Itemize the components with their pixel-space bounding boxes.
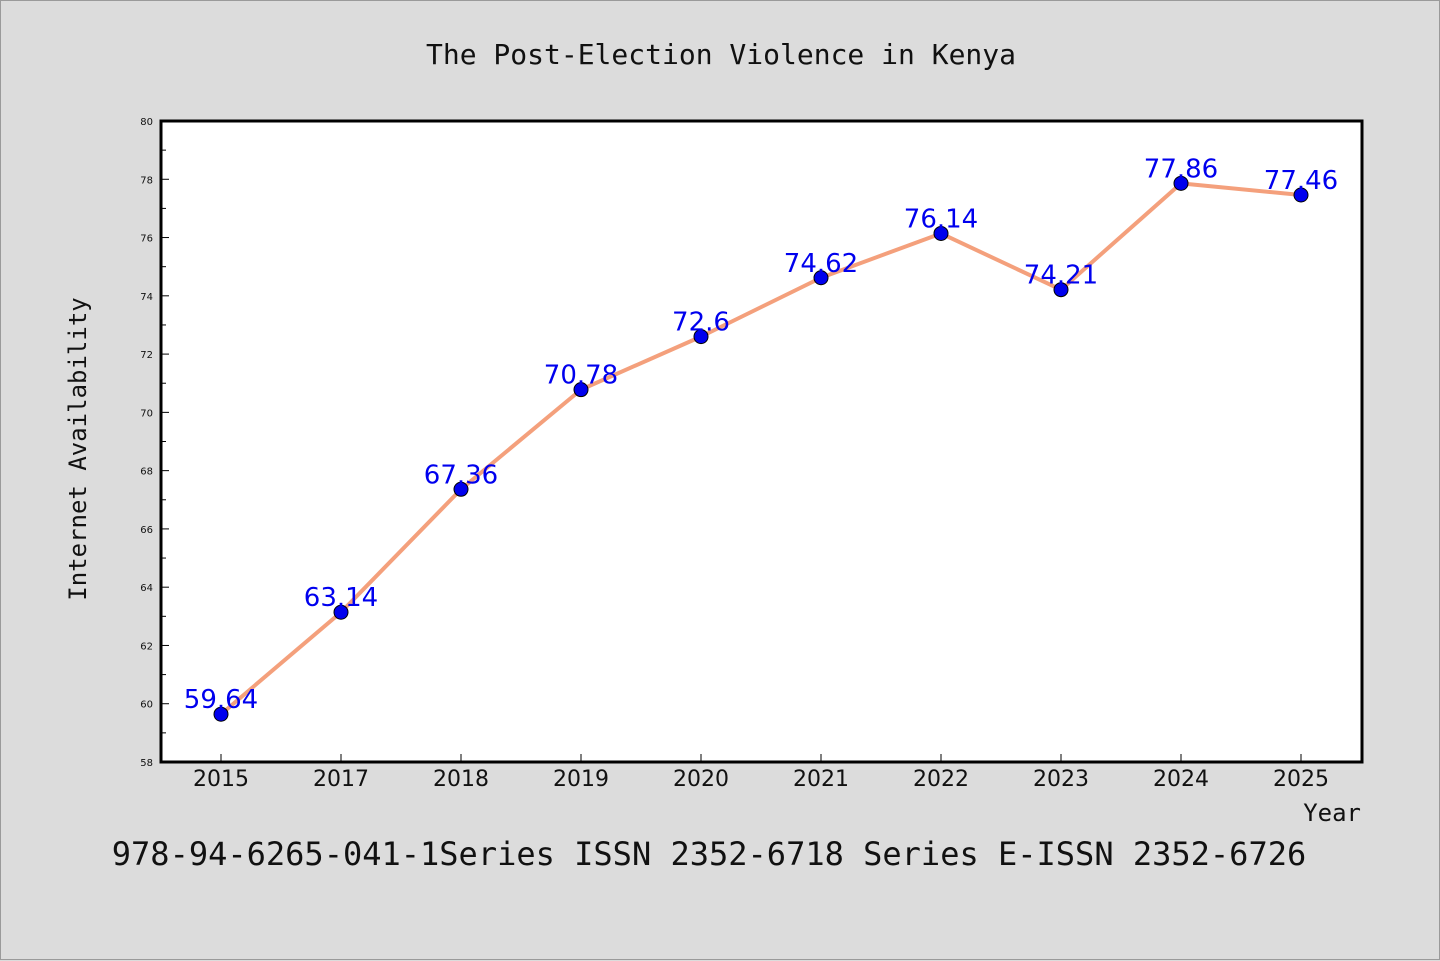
plot-frame	[159, 119, 1364, 764]
chart-title: The Post-Election Violence in Kenya	[426, 38, 1016, 71]
y-tick-label: 74	[140, 292, 153, 303]
data-point	[213, 706, 229, 722]
y-tick-label: 72	[140, 350, 153, 361]
y-tick-label: 76	[140, 234, 153, 245]
data-label: 59.64	[184, 685, 258, 715]
data-label: 63.14	[304, 583, 378, 613]
data-label: 77.86	[1144, 154, 1218, 184]
x-tick-label: 2021	[793, 767, 849, 792]
x-tick-label: 2019	[553, 767, 609, 792]
data-label: 67.36	[424, 460, 498, 490]
y-tick-label: 80	[140, 117, 153, 128]
y-tick-label: 60	[140, 700, 153, 711]
plot-background	[161, 121, 1362, 762]
data-label: 70.78	[544, 361, 618, 391]
data-point	[1053, 282, 1069, 298]
data-label: 74.21	[1024, 261, 1098, 291]
data-point	[333, 604, 349, 620]
x-tick-label: 2024	[1153, 767, 1209, 792]
data-label: 74.62	[784, 249, 858, 279]
y-tick-label: 68	[140, 467, 153, 478]
footer-isbn-text: 978-94-6265-041-1Series ISSN 2352-6718 S…	[112, 835, 1306, 873]
data-point	[693, 329, 709, 345]
x-tick-label: 2025	[1273, 767, 1329, 792]
x-axis-title: Year	[1303, 799, 1361, 827]
y-tick-label: 58	[140, 758, 153, 769]
plot-area: 58 60 62 64 66 68 70 72 74 76 78 80 2015 2017 2018 2019…	[140, 117, 1364, 792]
y-tick-label: 62	[140, 641, 153, 652]
data-label: 76.14	[904, 204, 978, 234]
x-tick-label: 2020	[673, 767, 729, 792]
y-tick-label: 78	[140, 175, 153, 186]
data-point	[573, 382, 589, 398]
series-line	[219, 181, 1303, 717]
x-tick-label: 2022	[913, 767, 969, 792]
data-point	[1173, 175, 1189, 191]
data-point	[453, 481, 469, 497]
y-tick-label: 66	[140, 525, 153, 536]
x-tick-label: 2017	[313, 767, 369, 792]
y-axis-title: Internet Availability	[64, 297, 92, 600]
data-label: 72.6	[672, 308, 730, 338]
data-point	[933, 225, 949, 241]
y-tick-label: 70	[140, 408, 153, 419]
data-label: 77.46	[1264, 166, 1338, 196]
x-tick-label: 2018	[433, 767, 489, 792]
y-tick-label: 64	[140, 583, 153, 594]
data-point	[813, 270, 829, 286]
x-tick-label: 2015	[193, 767, 249, 792]
x-tick-label: 2023	[1033, 767, 1089, 792]
data-point	[1293, 187, 1309, 203]
